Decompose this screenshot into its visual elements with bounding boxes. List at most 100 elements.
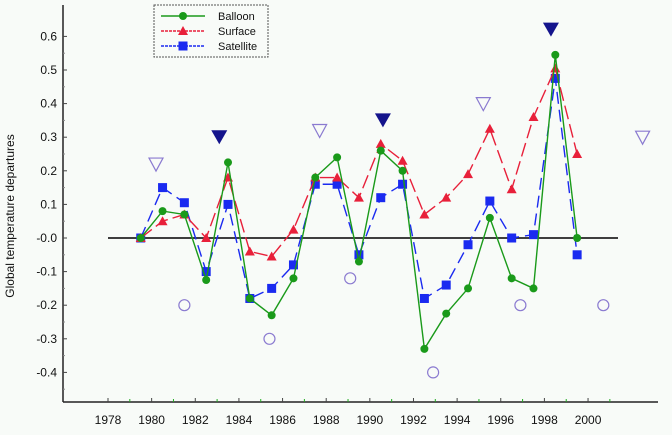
satellite-point	[550, 73, 560, 83]
legend-label-surface: Surface	[218, 26, 256, 38]
surface-point	[528, 112, 539, 122]
open-circle-marker	[597, 299, 610, 312]
satellite-point	[267, 283, 277, 293]
axes	[62, 5, 658, 403]
x-tick-label: 1986	[269, 413, 296, 427]
balloon-point	[529, 284, 538, 293]
y-tick-label: 0.3	[40, 130, 57, 144]
satellite-point	[201, 267, 211, 277]
satellite-point	[485, 196, 495, 206]
surface-point	[266, 251, 277, 261]
satellite-point	[288, 260, 298, 270]
surface-point	[375, 138, 386, 148]
balloon-point	[224, 158, 233, 167]
y-tick-label: 0.4	[40, 97, 57, 111]
balloon-point	[267, 311, 276, 320]
balloon-point	[398, 166, 407, 175]
satellite-point	[310, 179, 320, 189]
surface-point	[157, 216, 168, 226]
filled-triangle-marker	[542, 22, 559, 37]
filled-triangle-marker	[211, 130, 228, 145]
balloon-point	[180, 210, 189, 219]
surface-point	[397, 155, 408, 165]
balloon-point	[376, 146, 385, 155]
legend: Balloon Surface Satellite	[153, 4, 269, 58]
balloon-point	[289, 274, 298, 283]
y-tick-label: 0.5	[40, 63, 57, 77]
x-tick-label: 1994	[444, 413, 471, 427]
x-tick-label: 1996	[487, 413, 514, 427]
surface-point	[484, 123, 495, 133]
balloon-point	[573, 234, 582, 242]
satellite-point	[398, 179, 408, 189]
series-balloon	[136, 50, 582, 353]
open-triangle-marker	[475, 97, 492, 112]
filled-triangle-marker	[374, 113, 391, 128]
balloon-point	[202, 276, 211, 284]
surface-point	[244, 246, 255, 256]
surface-point	[506, 184, 517, 194]
satellite-point	[354, 250, 364, 260]
balloon-point	[245, 294, 254, 303]
open-triangle-marker	[634, 130, 651, 146]
satellite-point	[332, 179, 342, 189]
y-tick-label: 0.2	[40, 164, 57, 178]
open-triangle-marker	[147, 157, 165, 173]
balloon-line	[140, 54, 578, 351]
satellite-point	[419, 293, 429, 303]
y-tick-label: -0.4	[36, 365, 57, 379]
surface-point	[463, 169, 474, 179]
legend-marker-balloon	[179, 12, 187, 20]
satellite-point	[441, 280, 451, 290]
x-tick-label: 1990	[356, 413, 383, 427]
open-triangle-marker	[311, 123, 328, 139]
y-tick-label: -0.2	[36, 298, 57, 312]
x-tick-label: 1982	[182, 413, 209, 427]
balloon-point	[158, 207, 167, 216]
satellite-point	[179, 198, 189, 208]
x-tick-label: 1984	[226, 413, 253, 427]
x-tick-label: 1988	[313, 413, 340, 427]
surface-point	[572, 149, 583, 158]
balloon-point	[311, 173, 320, 182]
open-circle-marker	[178, 299, 191, 312]
y-tick-label: 0.6	[40, 29, 57, 43]
balloon-point	[354, 257, 363, 266]
balloon-point	[507, 274, 516, 283]
x-tick-label: 1998	[531, 413, 558, 427]
y-tick-label: -0.1	[36, 265, 57, 279]
legend-marker-surface	[178, 26, 188, 35]
surface-line	[140, 66, 578, 258]
surface-point	[353, 192, 364, 202]
satellite-point	[463, 240, 473, 250]
satellite-point	[158, 183, 168, 193]
surface-point	[201, 233, 212, 242]
satellite-line	[140, 78, 578, 300]
y-tick-label: -0.3	[36, 332, 57, 346]
open-circle-marker	[514, 299, 527, 312]
legend-label-balloon: Balloon	[218, 11, 255, 23]
legend-marker-satellite	[178, 41, 188, 51]
surface-point	[332, 172, 343, 182]
satellite-point	[376, 193, 386, 203]
surface-point	[419, 209, 430, 219]
balloon-point	[136, 234, 145, 242]
surface-point	[550, 63, 561, 73]
y-tick-label: -0.0	[36, 231, 57, 245]
balloon-point	[551, 50, 560, 59]
x-tick-label: 1978	[95, 413, 122, 427]
x-tick-label: 1980	[138, 413, 165, 427]
balloon-point	[464, 284, 473, 293]
open-circle-marker	[427, 366, 440, 379]
x-tick-label: 2000	[575, 413, 602, 427]
satellite-point	[223, 199, 233, 209]
surface-point	[288, 224, 299, 234]
series-surface	[135, 63, 583, 261]
balloon-point	[420, 344, 429, 353]
y-tick-label: 0.1	[40, 197, 57, 211]
open-circle-marker	[344, 272, 357, 285]
y-axis-label: Global temperature departures	[3, 134, 17, 297]
satellite-point	[572, 250, 582, 260]
open-circle-marker	[263, 332, 276, 345]
